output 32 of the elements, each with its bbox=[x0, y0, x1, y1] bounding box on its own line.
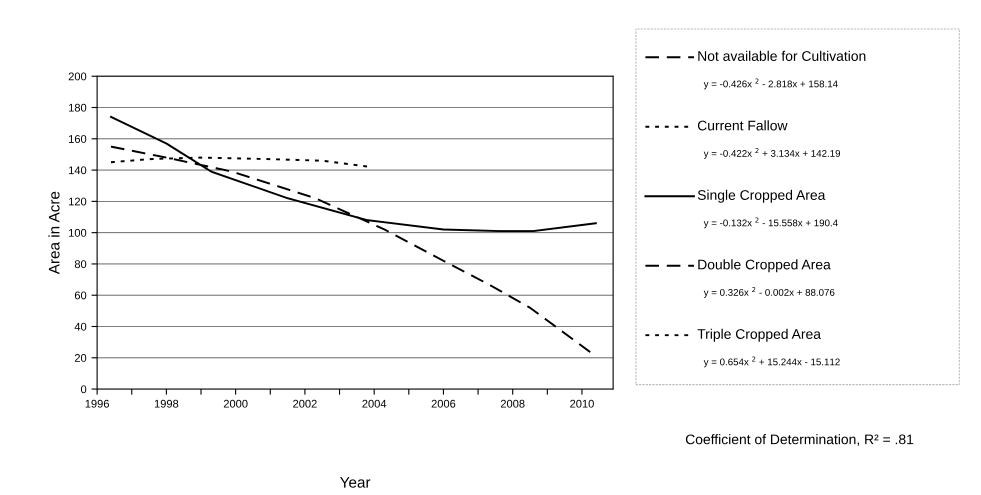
y-tick-label: 40 bbox=[74, 322, 86, 331]
legend-label: Single Cropped Area bbox=[698, 190, 826, 203]
x-tick-label: 2006 bbox=[432, 400, 456, 408]
text: y = 0.326x $^{2}$ - 0.002x + 88.076 bbox=[704, 287, 834, 298]
x-tick-label: 2000 bbox=[224, 400, 248, 408]
legend-label: Current Fallow bbox=[698, 120, 788, 130]
y-tick-label: 200 bbox=[68, 72, 86, 80]
y-tick-label: 120 bbox=[69, 198, 86, 206]
x-tick-label: 1998 bbox=[154, 400, 178, 408]
y-axis-title: Area in Acre bbox=[48, 192, 60, 274]
text: y = -0.422x $^{2}$ + 3.134x + 142.19 bbox=[704, 148, 840, 159]
x-tick-label: 2002 bbox=[293, 400, 317, 408]
legend-label: Double Cropped Area bbox=[698, 259, 831, 272]
x-tick-label: 2008 bbox=[500, 400, 525, 408]
legend-label: Not available for Cultivation bbox=[698, 50, 866, 61]
y-tick-label: 80 bbox=[74, 260, 86, 268]
x-tick-label: 2010 bbox=[570, 400, 594, 408]
y-tick-label: 0 bbox=[80, 385, 86, 394]
y-tick-label: 140 bbox=[69, 166, 86, 174]
text: y = -0.426x $^{2}$ - 2.818x + 158.14 bbox=[704, 78, 838, 90]
x-axis-title: Year bbox=[340, 477, 370, 488]
x-tick-label: 1996 bbox=[86, 400, 109, 408]
text: y = 0.654x $^{2}$ + 15.244x - 15.112 bbox=[704, 356, 840, 368]
y-tick-label: 60 bbox=[74, 291, 86, 300]
text: y = -0.132x $^{2}$ - 15.558x + 190.4 bbox=[704, 218, 838, 228]
y-tick-label: 100 bbox=[69, 228, 86, 237]
y-tick-label: 160 bbox=[69, 135, 86, 143]
y-tick-label: 180 bbox=[69, 104, 86, 112]
y-tick-label: 20 bbox=[74, 354, 86, 362]
x-tick-label: 2004 bbox=[362, 400, 386, 408]
text: Coefficient of Determination, R² = .81 bbox=[686, 434, 914, 446]
legend-label: Triple Cropped Area bbox=[698, 328, 821, 342]
